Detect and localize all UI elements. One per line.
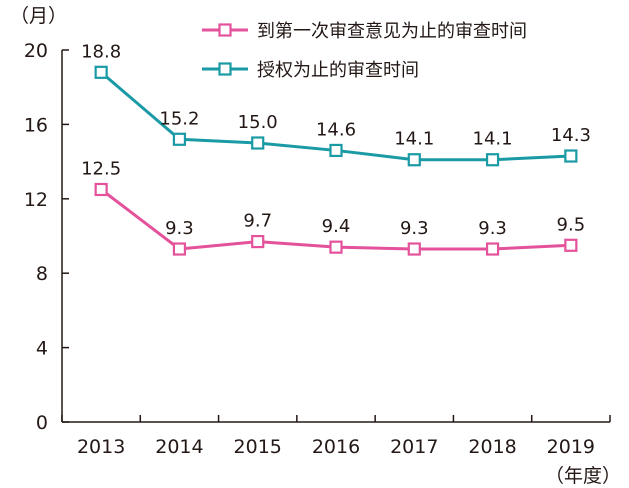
y-tick-label: 8 — [36, 263, 48, 285]
y-axis: （月） 0 4 8 12 16 20 — [10, 5, 69, 434]
legend-label: 到第一次审查意见为止的审查时间 — [257, 21, 527, 42]
y-tick-label: 4 — [36, 338, 48, 360]
x-ticks: 2013 2014 2015 2016 2017 2018 2019 — [61, 415, 611, 458]
data-label: 9.4 — [322, 216, 351, 237]
data-label: 15.0 — [238, 112, 278, 133]
legend-label: 授权为止的审查时间 — [257, 60, 419, 81]
x-tick-label: 2014 — [155, 436, 203, 458]
x-tick-label: 2013 — [77, 436, 125, 458]
legend-item: 到第一次审查意见为止的审查时间 — [202, 21, 527, 42]
data-point — [172, 132, 187, 146]
series-1: 12.5 9.3 9.7 9.4 9.3 9.3 9.5 — [81, 159, 586, 256]
data-point — [485, 153, 500, 167]
legend-marker — [218, 23, 232, 37]
x-tick-label: 2019 — [547, 436, 595, 458]
data-label: 14.3 — [551, 125, 591, 146]
x-tick-label: 2016 — [312, 436, 360, 458]
data-label: 18.8 — [81, 41, 121, 62]
data-point — [407, 242, 421, 256]
x-axis: 2013 2014 2015 2016 2017 2018 2019 （年度） — [61, 415, 621, 487]
data-point — [94, 182, 108, 197]
data-point — [407, 153, 421, 167]
data-label: 14.1 — [394, 129, 434, 150]
data-point — [564, 238, 578, 252]
legend-marker — [218, 62, 232, 76]
data-label: 9.3 — [400, 218, 429, 239]
y-tick-label: 12 — [24, 189, 48, 211]
data-label: 14.6 — [316, 119, 356, 140]
data-point — [94, 65, 108, 79]
data-label: 15.2 — [159, 108, 199, 129]
y-ticks: 0 4 8 12 16 20 — [24, 40, 69, 434]
data-label: 9.3 — [478, 218, 507, 239]
data-label: 9.3 — [165, 218, 194, 239]
x-tick-label: 2015 — [234, 436, 282, 458]
data-point — [329, 143, 343, 158]
series-group: 12.5 9.3 9.7 9.4 9.3 9.3 9.5 18.8 15.2 15.0 14.6 14… — [81, 41, 591, 256]
data-point — [564, 149, 578, 163]
data-label: 9.5 — [557, 214, 586, 235]
data-label: 14.1 — [473, 129, 513, 150]
data-label: 12.5 — [81, 159, 121, 180]
series-2: 18.8 15.2 15.0 14.6 14.1 14.1 14.3 — [81, 41, 591, 167]
y-axis-unit: （月） — [10, 5, 67, 27]
y-tick-label: 20 — [24, 40, 48, 62]
data-label: 9.7 — [243, 211, 272, 232]
legend-item: 授权为止的审查时间 — [202, 60, 419, 81]
data-point — [485, 242, 500, 256]
x-tick-label: 2017 — [390, 436, 438, 458]
data-point — [329, 240, 343, 254]
x-axis-unit: （年度） — [545, 465, 621, 487]
y-tick-label: 0 — [36, 412, 48, 434]
y-tick-label: 16 — [24, 114, 48, 136]
data-point — [251, 234, 265, 249]
data-point — [251, 136, 265, 150]
data-point — [172, 242, 187, 256]
x-tick-label: 2018 — [468, 436, 516, 458]
